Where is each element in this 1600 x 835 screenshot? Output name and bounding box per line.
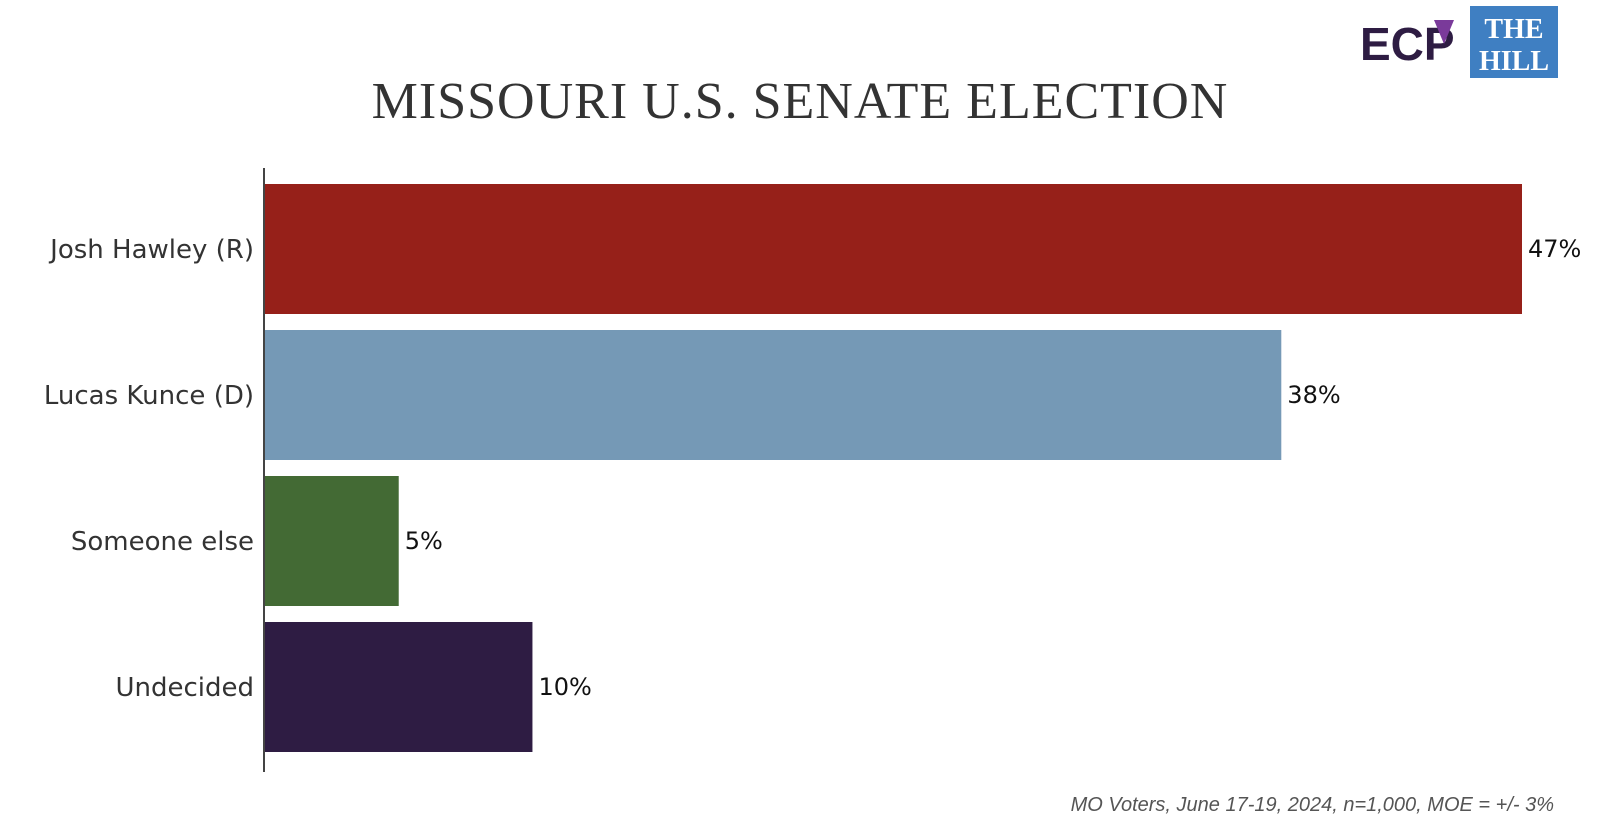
value-label-someone-else: 5% bbox=[405, 527, 443, 555]
chart-title: MISSOURI U.S. SENATE ELECTION bbox=[371, 73, 1229, 130]
the-hill-logo-line1: THE bbox=[1484, 14, 1543, 45]
the-hill-logo-box bbox=[1470, 6, 1558, 78]
bar-lucas-kunce-d bbox=[265, 330, 1282, 460]
category-label-josh-hawley-r: Josh Hawley (R) bbox=[48, 235, 254, 265]
ecp-logo: ECP bbox=[1360, 18, 1455, 70]
category-label-lucas-kunce-d: Lucas Kunce (D) bbox=[44, 381, 254, 411]
footnote: MO Voters, June 17-19, 2024, n=1,000, MO… bbox=[1070, 794, 1554, 816]
logos: ECP THE HILL bbox=[1360, 6, 1558, 78]
value-label-josh-hawley-r: 47% bbox=[1528, 235, 1581, 263]
value-label-lucas-kunce-d: 38% bbox=[1287, 381, 1340, 409]
the-hill-logo-line2: HILL bbox=[1479, 46, 1549, 77]
category-label-someone-else: Someone else bbox=[71, 527, 254, 557]
bars-group: Josh Hawley (R) 47% Lucas Kunce (D) 38% Some… bbox=[44, 184, 1581, 752]
bar-josh-hawley-r bbox=[265, 184, 1522, 314]
category-label-undecided: Undecided bbox=[115, 673, 254, 703]
bar-someone-else bbox=[265, 476, 399, 606]
value-label-undecided: 10% bbox=[538, 673, 591, 701]
the-hill-logo: THE HILL bbox=[1470, 6, 1558, 78]
ecp-check-icon bbox=[1434, 20, 1454, 44]
bar-undecided bbox=[265, 622, 533, 752]
